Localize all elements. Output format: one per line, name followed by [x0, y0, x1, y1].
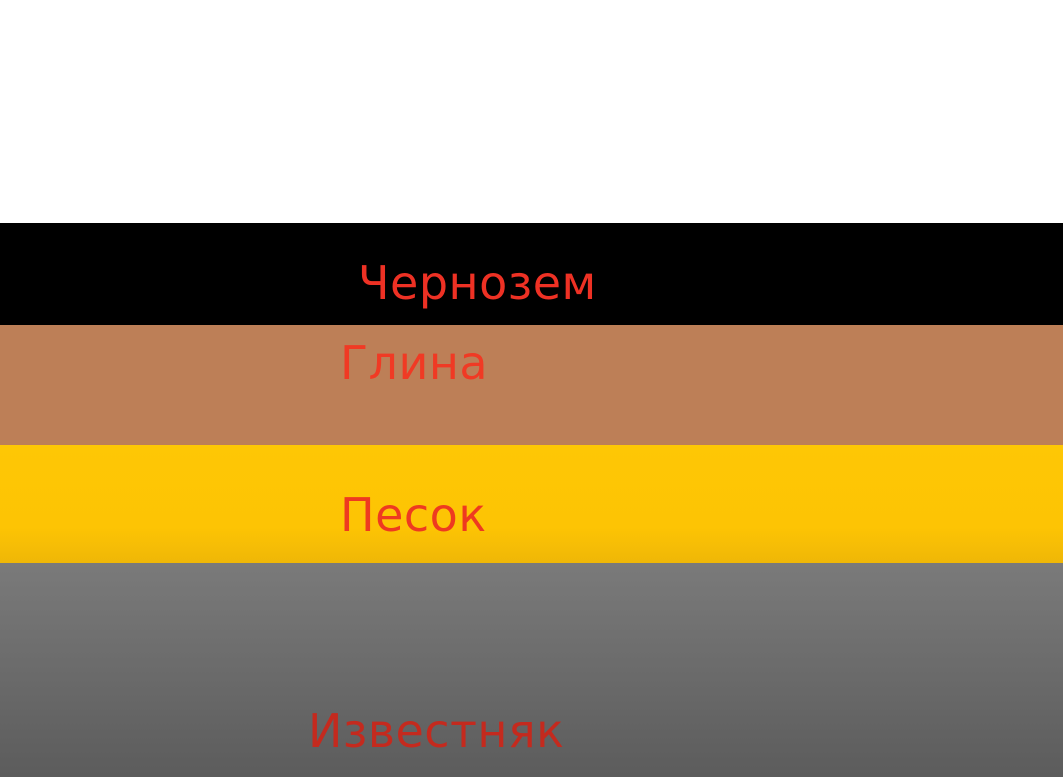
layer-chernozem	[0, 223, 1063, 325]
label-clay: Глина	[340, 336, 489, 390]
label-chernozem: Чернозем	[358, 256, 597, 310]
layer-clay	[0, 325, 1063, 445]
layer-sand	[0, 445, 1063, 563]
label-sand: Песок	[340, 488, 487, 542]
label-limestone: Известняк	[308, 704, 565, 758]
layer-limestone	[0, 563, 1063, 777]
